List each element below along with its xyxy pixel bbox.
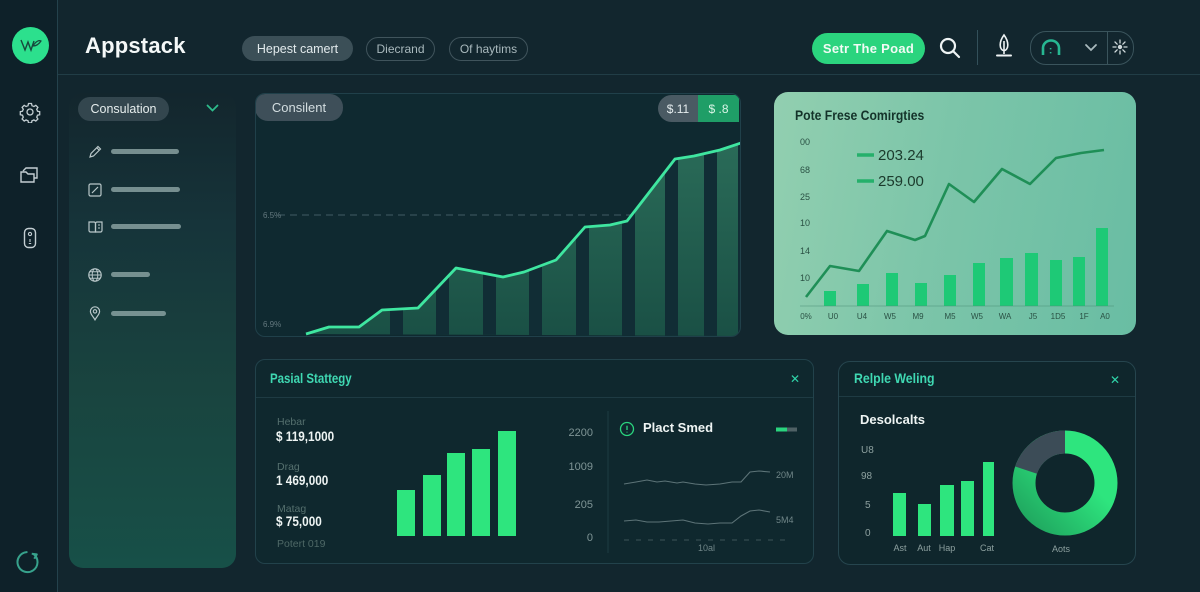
svg-text:M5: M5 — [944, 312, 956, 321]
svg-text:U0: U0 — [828, 312, 839, 321]
svg-text:98: 98 — [861, 471, 873, 482]
svg-text:Ast: Ast — [893, 543, 907, 553]
svg-text:U4: U4 — [857, 312, 868, 321]
svg-text:6.9%: 6.9% — [263, 320, 281, 329]
svg-text:10: 10 — [800, 273, 810, 283]
svg-text:10: 10 — [800, 218, 810, 228]
svg-text:0%: 0% — [800, 312, 812, 321]
svg-text:1F: 1F — [1079, 312, 1088, 321]
svg-text:205: 205 — [575, 499, 593, 511]
svg-text:68: 68 — [800, 165, 810, 175]
svg-text:1D5: 1D5 — [1051, 312, 1066, 321]
svg-text:5: 5 — [865, 500, 871, 511]
svg-text:Hap: Hap — [939, 543, 956, 553]
svg-text:2200: 2200 — [569, 427, 593, 439]
svg-text:U8: U8 — [861, 445, 874, 456]
svg-text:W5: W5 — [971, 312, 984, 321]
svg-text:5M4: 5M4 — [776, 515, 794, 525]
svg-text:W5: W5 — [884, 312, 897, 321]
svg-text:14: 14 — [800, 246, 810, 256]
svg-text:Aut: Aut — [917, 543, 931, 553]
svg-text:10al: 10al — [698, 543, 715, 553]
svg-text:Aots: Aots — [1052, 544, 1071, 554]
svg-text:WA: WA — [999, 312, 1012, 321]
svg-text:6.5%: 6.5% — [263, 211, 281, 220]
svg-text:00: 00 — [800, 137, 810, 147]
svg-text:1009: 1009 — [569, 461, 593, 473]
svg-text:J5: J5 — [1029, 312, 1038, 321]
svg-text:0: 0 — [865, 528, 871, 539]
svg-text:Cat: Cat — [980, 543, 995, 553]
svg-text:M9: M9 — [912, 312, 924, 321]
svg-text:0: 0 — [587, 532, 593, 544]
svg-text:20M: 20M — [776, 470, 794, 480]
svg-text:25: 25 — [800, 192, 810, 202]
svg-text:A0: A0 — [1100, 312, 1110, 321]
